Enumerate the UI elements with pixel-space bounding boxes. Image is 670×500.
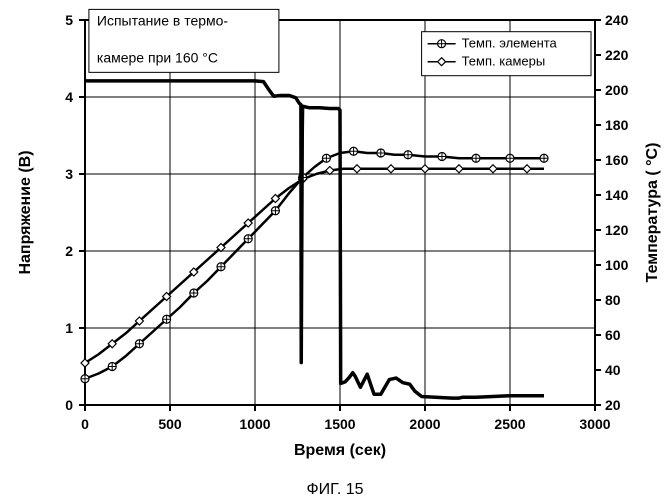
y-left-axis-label: Напряжение (В): [17, 150, 34, 274]
y-right-tick-label: 80: [605, 292, 621, 308]
legend-item-label: Темп. камеры: [462, 54, 546, 69]
x-tick-label: 2000: [409, 416, 440, 432]
y-right-axis-label: Температура ( °С): [644, 143, 661, 283]
figure-caption: ФИГ. 15: [306, 481, 363, 498]
y-right-tick-label: 180: [605, 117, 629, 133]
y-left-tick-label: 0: [65, 397, 73, 413]
x-tick-label: 1500: [324, 416, 355, 432]
y-right-tick-label: 40: [605, 362, 621, 378]
x-tick-label: 500: [158, 416, 182, 432]
annotation-line2: камере при 160 °С: [97, 49, 218, 65]
x-tick-label: 3000: [579, 416, 610, 432]
x-axis-label: Время (сек): [294, 442, 386, 459]
y-right-tick-label: 160: [605, 152, 629, 168]
y-right-tick-label: 240: [605, 12, 629, 28]
y-right-tick-label: 20: [605, 397, 621, 413]
chart-svg: 0 500 1000 1500 2000 2500 3000 0 1 2 3 4 5 20 40 60 80 10…: [0, 0, 670, 500]
x-tick-label: 2500: [494, 416, 525, 432]
chart-container: 0 500 1000 1500 2000 2500 3000 0 1 2 3 4 5 20 40 60 80 10…: [0, 0, 670, 500]
y-left-tick-label: 2: [65, 243, 73, 259]
y-left-tick-label: 3: [65, 166, 73, 182]
y-right-tick-label: 140: [605, 187, 629, 203]
annotation-line1: Испытание в термо-: [97, 12, 229, 28]
x-tick-label: 0: [81, 416, 89, 432]
y-right-tick-label: 220: [605, 47, 629, 63]
y-right-tick-label: 60: [605, 327, 621, 343]
legend-item-label: Темп. элемента: [462, 36, 558, 51]
y-left-tick-label: 1: [65, 320, 73, 336]
y-left-tick-label: 4: [65, 89, 73, 105]
y-right-tick-label: 200: [605, 82, 629, 98]
y-right-tick-label: 120: [605, 222, 629, 238]
y-left-tick-label: 5: [65, 12, 73, 28]
y-right-tick-label: 100: [605, 257, 629, 273]
x-tick-label: 1000: [239, 416, 270, 432]
